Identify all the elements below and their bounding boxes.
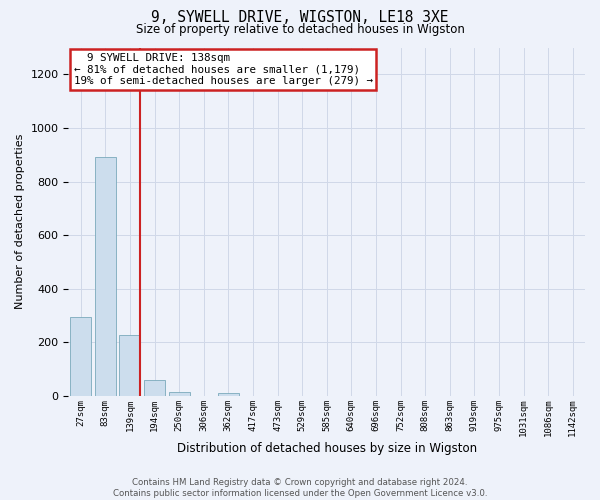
Y-axis label: Number of detached properties: Number of detached properties bbox=[15, 134, 25, 310]
Text: 9 SYWELL DRIVE: 138sqm  
← 81% of detached houses are smaller (1,179)
19% of sem: 9 SYWELL DRIVE: 138sqm ← 81% of detached… bbox=[74, 52, 373, 86]
Bar bbox=[70, 317, 91, 396]
Bar bbox=[218, 393, 239, 396]
Bar bbox=[95, 156, 116, 396]
Bar bbox=[119, 335, 140, 396]
Text: Size of property relative to detached houses in Wigston: Size of property relative to detached ho… bbox=[136, 22, 464, 36]
Text: Contains HM Land Registry data © Crown copyright and database right 2024.
Contai: Contains HM Land Registry data © Crown c… bbox=[113, 478, 487, 498]
X-axis label: Distribution of detached houses by size in Wigston: Distribution of detached houses by size … bbox=[176, 442, 477, 455]
Bar bbox=[144, 380, 165, 396]
Text: 9, SYWELL DRIVE, WIGSTON, LE18 3XE: 9, SYWELL DRIVE, WIGSTON, LE18 3XE bbox=[151, 10, 449, 25]
Bar bbox=[169, 392, 190, 396]
